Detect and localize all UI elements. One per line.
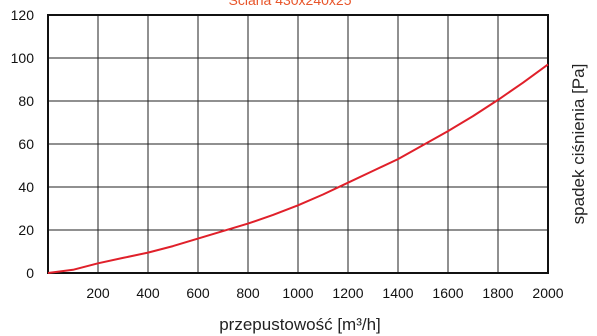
y-tick-label: 20 <box>18 222 34 238</box>
y-axis-ticks: 0 20 40 60 80 100 120 <box>11 7 35 281</box>
x-tick-label: 400 <box>136 285 160 301</box>
y-tick-label: 100 <box>11 50 35 66</box>
x-tick-label: 1400 <box>382 285 413 301</box>
x-axis-label: przepustowość [m³/h] <box>219 315 381 334</box>
plot-frame <box>47 14 549 274</box>
x-tick-label: 200 <box>86 285 110 301</box>
series-line <box>47 63 549 274</box>
y-axis-label: spadek ciśnienia [Pa] <box>569 64 588 225</box>
y-tick-label: 40 <box>18 179 34 195</box>
y-tick-label: 80 <box>18 93 34 109</box>
x-tick-label: 1800 <box>482 285 513 301</box>
y-tick-label: 60 <box>18 136 34 152</box>
chart-title: Ściana 430x240x25 <box>229 0 352 8</box>
x-tick-label: 1600 <box>432 285 463 301</box>
x-tick-label: 2000 <box>532 285 563 301</box>
x-tick-label: 1000 <box>282 285 313 301</box>
series-layer <box>47 63 549 274</box>
y-tick-label: 120 <box>11 7 35 23</box>
x-tick-label: 800 <box>236 285 260 301</box>
x-tick-label: 600 <box>186 285 210 301</box>
x-tick-label: 1200 <box>332 285 363 301</box>
grid <box>48 14 549 274</box>
y-tick-label: 0 <box>26 265 34 281</box>
x-axis-ticks: 200 400 600 800 1000 1200 1400 1600 1800 2000 <box>86 285 563 301</box>
